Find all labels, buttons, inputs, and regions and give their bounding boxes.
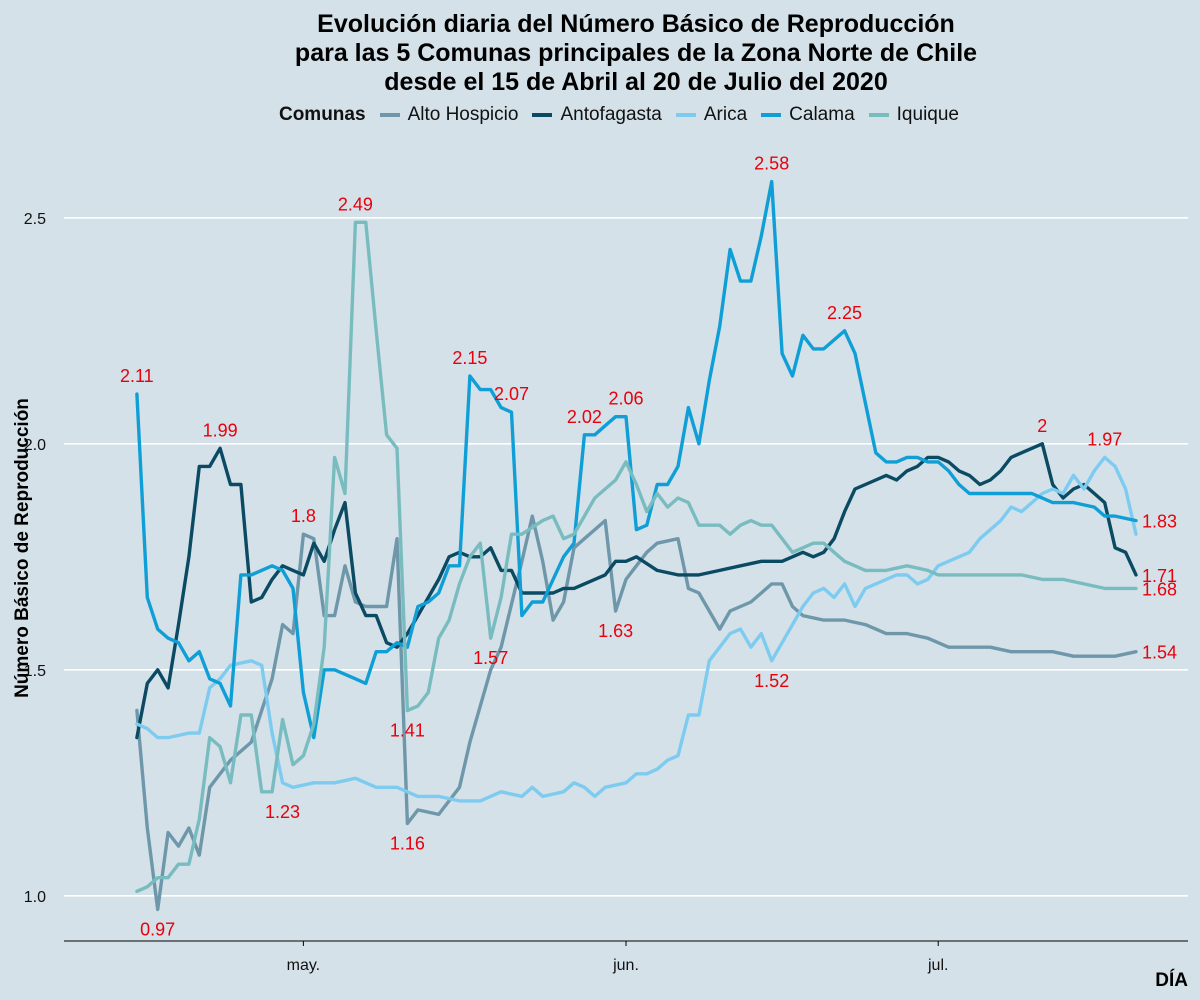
y-tick-label: 1.5 bbox=[24, 663, 46, 680]
data-label: 1.63 bbox=[598, 621, 633, 641]
series-lines bbox=[135, 179, 1138, 912]
data-label: 1.71 bbox=[1142, 566, 1177, 586]
legend-swatch bbox=[532, 113, 553, 117]
legend-item: Antofagasta bbox=[532, 104, 662, 126]
series-line-arica bbox=[135, 455, 1138, 803]
y-tick-label: 1.0 bbox=[24, 889, 46, 906]
data-label: 1.97 bbox=[1087, 429, 1122, 449]
legend-item: Alto Hospicio bbox=[379, 104, 519, 126]
legend-title: Comunas bbox=[278, 104, 366, 125]
x-axis-ticks: may. jun. jul. bbox=[287, 941, 948, 974]
series-line-antofagasta bbox=[135, 442, 1138, 740]
data-label: 1.23 bbox=[265, 802, 300, 822]
x-tick-label: jun. bbox=[612, 957, 639, 974]
chart-title-line-1: Evolución diaria del Número Básico de Re… bbox=[317, 10, 955, 38]
data-label: 1.83 bbox=[1142, 512, 1177, 532]
legend-item: Arica bbox=[675, 104, 748, 126]
series-line-calama bbox=[135, 179, 1138, 740]
data-labels: 2.11 0.97 1.99 1.23 1.8 2.49 1.16 1.41 2.15 1.57 2… bbox=[120, 154, 1177, 940]
series-line-iquique bbox=[135, 220, 1138, 893]
data-label: 1.8 bbox=[291, 506, 316, 526]
data-label: 1.54 bbox=[1142, 643, 1177, 663]
legend: Comunas Alto Hospicio Antofagasta Arica Cal… bbox=[0, 104, 1200, 126]
legend-item: Calama bbox=[761, 104, 855, 126]
data-label: 2.06 bbox=[608, 389, 643, 409]
chart-title-line-2: para las 5 Comunas principales de la Zon… bbox=[294, 39, 978, 67]
data-label: 0.97 bbox=[140, 919, 175, 939]
data-label: 1.52 bbox=[754, 671, 789, 691]
data-label: 1.16 bbox=[390, 833, 425, 853]
data-label: 2 bbox=[1037, 416, 1047, 436]
x-tick-label: may. bbox=[287, 957, 320, 974]
series-line-alto-hospicio bbox=[135, 514, 1138, 912]
grid-lines bbox=[64, 217, 1188, 897]
y-axis-ticks: 1.0 1.5 2.0 2.5 bbox=[24, 211, 46, 906]
x-tick-label: jul. bbox=[927, 957, 948, 974]
data-label: 2.11 bbox=[120, 366, 154, 386]
data-label: 1.57 bbox=[473, 648, 508, 668]
legend-swatch bbox=[761, 113, 782, 117]
legend-label: Arica bbox=[703, 104, 748, 125]
y-axis-title: Número Básico de Reproducción bbox=[12, 398, 33, 698]
data-label: 1.41 bbox=[390, 720, 425, 740]
legend-label: Alto Hospicio bbox=[407, 104, 519, 125]
data-label: 1.99 bbox=[203, 420, 238, 440]
data-label: 2.07 bbox=[494, 384, 529, 404]
chart-title: Evolución diaria del Número Básico de Re… bbox=[0, 10, 1200, 97]
legend-swatch bbox=[675, 113, 696, 117]
data-label: 1.68 bbox=[1142, 579, 1177, 599]
data-label: 2.25 bbox=[827, 303, 862, 323]
legend-label: Antofagasta bbox=[560, 104, 662, 125]
y-tick-label: 2.0 bbox=[24, 437, 46, 454]
legend-label: Calama bbox=[789, 104, 855, 125]
legend-item: Iquique bbox=[868, 104, 959, 126]
data-label: 2.58 bbox=[754, 154, 789, 174]
data-label: 2.49 bbox=[338, 194, 373, 214]
data-label: 2.15 bbox=[452, 348, 487, 368]
legend-swatch bbox=[868, 113, 889, 117]
legend-swatch bbox=[379, 113, 400, 117]
chart-title-line-3: desde el 15 de Abril al 20 de Julio del … bbox=[384, 68, 888, 96]
x-axis-title: DÍA bbox=[1155, 969, 1188, 991]
legend-label: Iquique bbox=[896, 104, 959, 125]
data-label: 2.02 bbox=[567, 407, 602, 427]
y-tick-label: 2.5 bbox=[24, 211, 46, 228]
